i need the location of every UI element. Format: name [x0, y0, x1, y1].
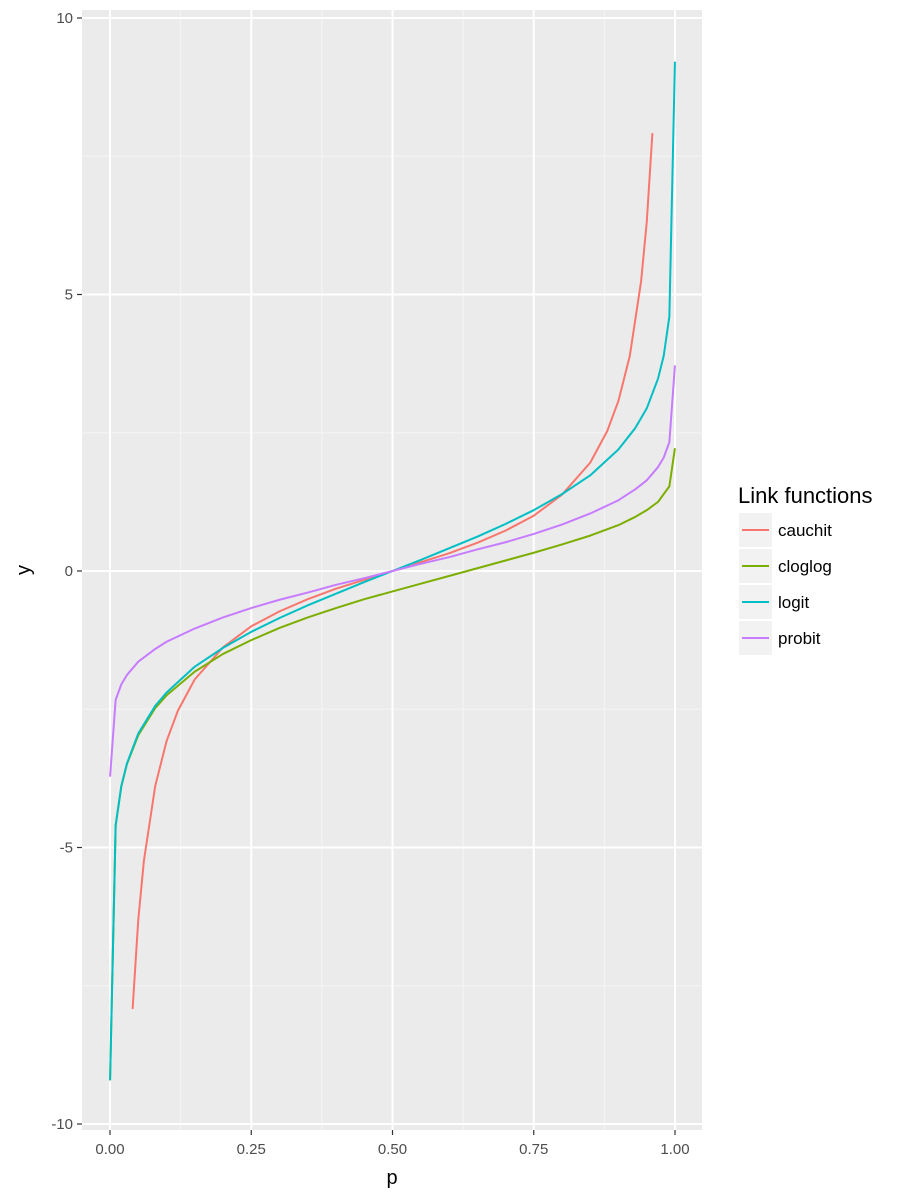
x-tick-label: 0.00	[95, 1141, 124, 1158]
y-tick-label: -10	[51, 1116, 73, 1133]
series-line-cloglog	[109, 448, 676, 1081]
x-tick-label: 0.75	[519, 1141, 548, 1158]
y-tick-label: -5	[60, 840, 73, 857]
y-axis-title: y	[13, 565, 35, 575]
x-axis: 0.00 0.25 0.50 0.75 1.00	[95, 1130, 690, 1158]
x-axis-title: p	[386, 1167, 397, 1189]
x-tick-label: 1.00	[660, 1141, 689, 1158]
series-lines	[109, 61, 676, 1081]
y-tick-label: 10	[56, 10, 73, 27]
x-tick-label: 0.25	[237, 1141, 266, 1158]
y-tick-label: 0	[65, 563, 73, 580]
legend-label-cauchit: cauchit	[778, 521, 832, 540]
y-axis: -10 -5 0 5 10	[51, 10, 82, 1133]
legend-title: Link functions	[738, 483, 873, 508]
legend: Link functions cauchit cloglog logit probit	[738, 483, 873, 655]
legend-label-cloglog: cloglog	[778, 557, 832, 576]
y-tick-label: 5	[65, 287, 73, 304]
legend-label-probit: probit	[778, 629, 821, 648]
x-tick-label: 0.50	[378, 1141, 407, 1158]
series-line-probit	[109, 365, 676, 777]
legend-label-logit: logit	[778, 593, 809, 612]
